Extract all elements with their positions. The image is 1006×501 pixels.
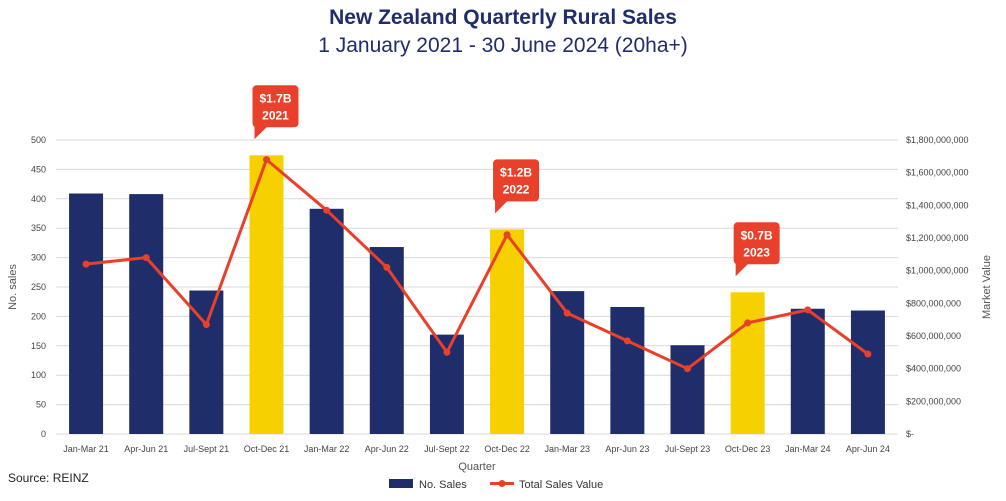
- y-tick-label: 50: [36, 400, 46, 410]
- bar-jul-sept-21: [189, 290, 224, 434]
- y2-tick-label: $1,400,000,000: [906, 200, 969, 210]
- x-tick-label: Apr-Jun 23: [605, 444, 649, 454]
- chart-subtitle: 1 January 2021 - 30 June 2024 (20ha+): [318, 34, 688, 57]
- legend-bar-swatch: [389, 479, 413, 488]
- line-point: [804, 306, 812, 314]
- x-tick-label: Oct-Dec 22: [484, 444, 530, 454]
- bar-oct-dec-21: [249, 155, 284, 434]
- callout-year: 2023: [743, 245, 770, 259]
- line-point: [323, 206, 331, 214]
- line-point: [82, 260, 90, 268]
- y-tick-label: 450: [31, 164, 46, 174]
- bar-jan-mar-24: [790, 308, 825, 434]
- legend-no-sales: No. Sales: [419, 479, 467, 491]
- x-tick-label: Jan-Mar 24: [785, 444, 831, 454]
- legend-total-sales-value: Total Sales Value: [519, 479, 603, 491]
- y-tick-label: 0: [41, 429, 46, 439]
- y2-tick-label: $800,000,000: [906, 298, 961, 308]
- source-note: Source: REINZ: [8, 471, 89, 485]
- y2-tick-label: $600,000,000: [906, 331, 961, 341]
- x-axis-title: Quarter: [458, 461, 496, 473]
- callout-value: $1.7B: [259, 91, 291, 105]
- x-tick-label: Apr-Jun 21: [124, 444, 168, 454]
- chart-title: New Zealand Quarterly Rural Sales: [329, 6, 677, 29]
- bar-apr-jun-21: [129, 194, 164, 434]
- y2-tick-label: $-: [906, 429, 914, 439]
- callout-year: 2021: [262, 108, 289, 122]
- y-tick-label: 100: [31, 370, 46, 380]
- x-tick-label: Apr-Jun 22: [365, 444, 409, 454]
- x-tick-label: Apr-Jun 24: [846, 444, 890, 454]
- callout-box: [493, 159, 540, 202]
- y-tick-label: 250: [31, 282, 46, 292]
- y2-tick-label: $1,000,000,000: [906, 266, 969, 276]
- y-tick-label: 150: [31, 341, 46, 351]
- line-point: [623, 337, 631, 345]
- callout-box: [733, 222, 780, 265]
- x-tick-label: Oct-Dec 23: [725, 444, 771, 454]
- line-point: [202, 321, 210, 329]
- y2-tick-label: $1,800,000,000: [906, 135, 969, 145]
- x-tick-label: Jul-Sept 21: [184, 444, 230, 454]
- y2-tick-label: $1,200,000,000: [906, 233, 969, 243]
- callout-2022: $1.2B 2022: [493, 159, 540, 214]
- callout-value: $0.7B: [741, 228, 773, 242]
- x-tick-label: Jan-Mar 21: [63, 444, 109, 454]
- line-point: [142, 254, 150, 262]
- bar-jan-mar-21: [69, 193, 104, 434]
- y-tick-label: 350: [31, 223, 46, 233]
- callout-2023: $0.7B 2023: [733, 222, 780, 277]
- line-point: [744, 319, 752, 327]
- line-point: [563, 309, 571, 317]
- x-tick-label: Oct-Dec 21: [244, 444, 290, 454]
- line-point: [263, 156, 270, 164]
- callout-2021: $1.7B 2021: [252, 85, 299, 140]
- legend: No. Sales Total Sales Value: [389, 479, 603, 491]
- callout-box: [252, 85, 299, 128]
- bar-jan-mar-22: [309, 208, 344, 434]
- y-tick-label: 400: [31, 194, 46, 204]
- bar-oct-dec-23: [730, 292, 765, 434]
- y-tick-label: 200: [31, 311, 46, 321]
- y-tick-label: 300: [31, 253, 46, 263]
- callout-value: $1.2B: [500, 165, 532, 179]
- x-tick-label: Jul-Sept 22: [424, 444, 470, 454]
- y2-tick-label: $200,000,000: [906, 396, 961, 406]
- line-point: [684, 365, 691, 373]
- bar-apr-jun-22: [369, 247, 404, 434]
- bar-apr-jun-23: [610, 306, 645, 434]
- y2-tick-label: $400,000,000: [906, 364, 961, 374]
- y-axis-title: No. sales: [7, 264, 19, 310]
- x-tick-label: Jan-Mar 23: [544, 444, 590, 454]
- y2-tick-label: $1,600,000,000: [906, 168, 969, 178]
- total-sales-value-line: [85, 158, 869, 371]
- callout-pointer: [735, 263, 749, 277]
- callout-pointer: [254, 126, 268, 140]
- line-point: [864, 350, 872, 358]
- bar-oct-dec-22: [490, 229, 525, 434]
- legend-line-marker: [498, 480, 506, 487]
- line-point: [503, 231, 511, 239]
- line-point: [383, 263, 391, 271]
- callout-pointer: [495, 200, 509, 214]
- callout-year: 2022: [503, 182, 530, 196]
- y-tick-label: 500: [31, 135, 46, 145]
- x-tick-label: Jul-Sept 23: [665, 444, 711, 454]
- line-point: [443, 348, 451, 356]
- x-tick-label: Jan-Mar 22: [304, 444, 350, 454]
- bar-apr-jun-24: [850, 310, 885, 434]
- y2-axis-title: Market Value: [981, 255, 993, 319]
